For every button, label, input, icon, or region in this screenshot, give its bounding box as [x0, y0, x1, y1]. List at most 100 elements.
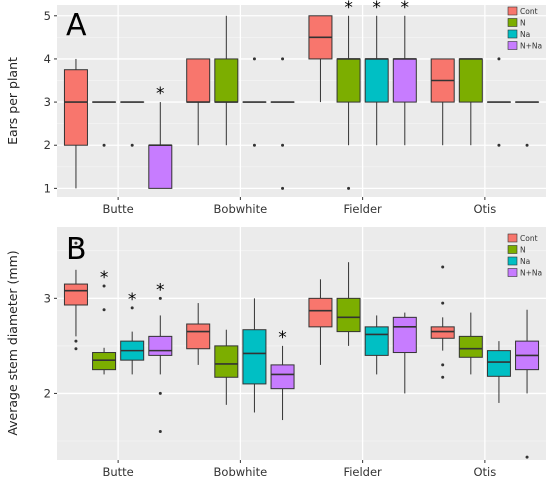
panel-b-legend-swatch [507, 233, 518, 243]
panel-b-box-Cont [308, 279, 333, 365]
panel-b-y-ticks: 23 [44, 291, 57, 400]
outlier-point [441, 375, 445, 379]
panel-a-significance-star: * [401, 0, 410, 18]
panel-b-box-N [92, 284, 117, 375]
outlier-point [525, 143, 529, 147]
panel-a-legend-label: N [520, 19, 526, 28]
panel-b-significance-star: * [128, 290, 137, 310]
panel-a-box-N [92, 101, 117, 147]
box-iqr [148, 144, 173, 189]
box-iqr [364, 58, 389, 103]
panel-a-box-N [458, 58, 483, 146]
outlier-point [158, 296, 162, 300]
panel-b-box-N [214, 329, 239, 405]
panel-b-significance-star: * [278, 328, 287, 348]
panel-b-legend-label: N [520, 246, 526, 255]
outlier-point [74, 339, 78, 343]
panel-a-y-tick-label: 2 [44, 138, 51, 152]
outlier-point [497, 143, 501, 147]
panel-b-categories: Butte Bobwhite Fielder Otis [102, 460, 496, 479]
panel-b-legend-label: Cont [520, 234, 538, 243]
panel-a-box-N+Na [148, 102, 173, 189]
outlier-point [130, 143, 134, 147]
box-iqr [364, 326, 389, 356]
panel-a-boxes [63, 15, 540, 190]
panel-a-label: A [66, 8, 87, 43]
panel-a-legend-label: N+Na [520, 42, 542, 51]
outlier-point [158, 429, 162, 433]
box-iqr [336, 297, 361, 333]
panel-b-box-N+Na [148, 296, 173, 433]
outlier-point [441, 265, 445, 269]
panel-a-box-N+Na [392, 15, 417, 146]
panel-a-box-Cont [430, 58, 455, 146]
panel-a-significance-star: * [372, 0, 381, 18]
panel-a-box-Cont [63, 58, 88, 189]
outlier-point [525, 455, 529, 459]
panel-a-box-Cont [186, 58, 211, 146]
panel-a-category-label: Otis [474, 202, 497, 216]
outlier-point [441, 363, 445, 367]
outlier-point [252, 143, 256, 147]
panel-a-legend: Cont N Na N+Na [507, 6, 542, 51]
panel-b-legend-swatch [507, 245, 518, 254]
outlier-point [497, 57, 501, 61]
panel-b-box-Cont [63, 241, 88, 351]
panel-a-legend-swatch [507, 18, 518, 27]
panel-b-y-tick-label: 2 [44, 386, 51, 400]
panel-b-legend: Cont N Na N+Na [507, 233, 542, 278]
box-iqr [392, 316, 417, 354]
panel-b-category-label: Butte [102, 465, 133, 479]
panel-b-chart: ** ** 23 Butte Bobwhite Fielder Otis ContNNa… [5, 227, 546, 479]
box-iqr [63, 69, 88, 146]
panel-b-y-tick-label: 3 [44, 291, 51, 305]
box-iqr [63, 283, 88, 306]
panel-b-box-Cont [186, 303, 211, 365]
panel-b-box-Na [242, 298, 267, 413]
panel-b-label: B [66, 232, 87, 267]
panel-a-box-Na [242, 57, 267, 147]
panel-a-chart: * * * * 1 2 3 4 5 Butte Bobwhite Fielder Otis Cont… [5, 0, 546, 216]
panel-b-box-N [458, 312, 483, 375]
panel-a-legend-label: Cont [520, 7, 538, 16]
outlier-point [102, 143, 106, 147]
outlier-point [74, 347, 78, 351]
box-iqr [148, 335, 173, 356]
panel-b-box-Na [486, 341, 511, 403]
outlier-point [74, 241, 78, 245]
outlier-point [102, 284, 106, 288]
box-iqr [486, 350, 511, 377]
panel-a-y-tick-label: 3 [44, 95, 51, 109]
box-iqr [336, 58, 361, 103]
box-iqr [214, 345, 239, 378]
panel-b-category-label: Otis [474, 465, 497, 479]
panel-b-box-N+Na [270, 345, 295, 421]
panel-b-category-label: Fielder [343, 465, 382, 479]
panel-b-y-axis-label: Average stem diameter (mm) [5, 250, 20, 435]
panel-b-box-N+Na [515, 309, 540, 459]
outlier-point [441, 301, 445, 305]
box-iqr [308, 297, 333, 328]
panel-a-y-tick-label: 1 [44, 181, 51, 195]
panel-a-box-Na [486, 57, 511, 147]
outlier-point [130, 306, 134, 310]
box-iqr [430, 326, 455, 339]
outlier-point [102, 308, 106, 312]
panel-b-box-N [336, 262, 361, 346]
box-iqr [458, 58, 483, 103]
box-iqr [458, 335, 483, 358]
box-iqr [186, 323, 211, 350]
box-iqr [186, 58, 211, 103]
panel-a-significance-star: * [156, 84, 165, 104]
panel-b-box-Cont [430, 265, 455, 379]
box-iqr [92, 352, 117, 371]
panel-a-significance: * * * * [156, 0, 409, 104]
outlier-point [252, 57, 256, 61]
panel-a-box-N [336, 15, 361, 190]
panel-a-box-N [214, 15, 239, 146]
panel-a-y-axis-label: Ears per plant [5, 57, 20, 145]
outlier-point [347, 186, 351, 190]
panel-b-significance-star: * [156, 280, 165, 300]
panel-a-legend-swatch [507, 41, 518, 50]
panel-a-legend-label: Na [520, 30, 530, 39]
